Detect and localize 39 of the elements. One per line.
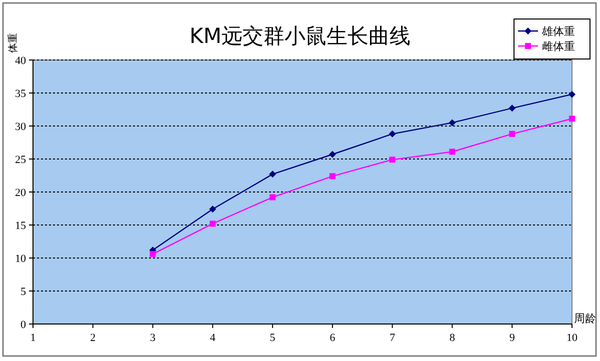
ytick: 0 <box>20 319 26 331</box>
legend-label: 雌体重 <box>542 40 575 53</box>
xtick: 10 <box>566 332 578 344</box>
point <box>329 173 336 180</box>
point <box>449 148 456 155</box>
xtick: 8 <box>449 332 455 344</box>
point <box>389 156 396 163</box>
point <box>568 90 576 98</box>
xtick: 7 <box>390 332 396 344</box>
ytick: 30 <box>15 121 26 133</box>
xlabel: 周龄 <box>574 312 596 325</box>
ytick: 25 <box>15 154 26 166</box>
legend-label: 雄体重 <box>541 25 575 38</box>
xtick: 9 <box>509 332 515 344</box>
point <box>569 116 575 122</box>
point <box>448 119 456 126</box>
xtick: 6 <box>330 332 336 344</box>
ytick: 40 <box>15 55 26 67</box>
point <box>388 130 396 138</box>
ytick: 10 <box>15 253 26 265</box>
xtick: 3 <box>150 332 156 344</box>
ytick: 35 <box>15 88 26 100</box>
xtick: 4 <box>210 332 216 344</box>
point <box>509 130 516 137</box>
point <box>269 170 276 178</box>
point <box>210 220 216 227</box>
point <box>328 150 336 158</box>
ytick: 15 <box>15 220 26 232</box>
point <box>150 251 156 258</box>
xtick: 5 <box>270 332 276 344</box>
point <box>209 206 216 213</box>
point <box>270 194 276 200</box>
xtick: 1 <box>30 332 36 344</box>
point <box>508 104 516 112</box>
ytick: 5 <box>20 286 26 298</box>
ylabel: 体重 <box>8 33 19 53</box>
ytick: 20 <box>15 187 26 199</box>
xtick: 2 <box>90 332 96 344</box>
title: KM远交群小鼠生长曲线 <box>190 24 410 48</box>
